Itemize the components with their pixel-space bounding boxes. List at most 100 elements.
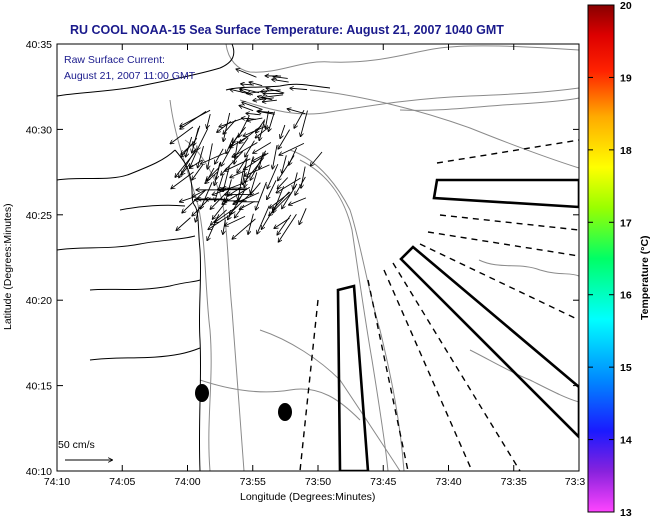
current-vector	[223, 112, 231, 141]
x-tick-label: 73:35	[501, 476, 527, 488]
current-vector	[210, 187, 232, 209]
current-vector	[268, 111, 275, 132]
y-tick-label: 40:30	[26, 124, 52, 136]
current-vector	[223, 119, 236, 134]
current-vector	[265, 110, 269, 128]
current-vector	[198, 145, 204, 167]
current-vector	[294, 109, 305, 128]
current-vector	[278, 129, 291, 149]
current-vector	[190, 148, 199, 167]
x-axis: 74:10 74:05 74:00 73:55 73:50 73:45 73:40 73:35…	[44, 44, 586, 488]
current-vector	[276, 177, 301, 193]
y-tick-label: 40:20	[26, 295, 52, 307]
current-vector	[282, 183, 298, 209]
current-vector	[261, 205, 276, 229]
current-vector	[171, 171, 194, 189]
colorbar-tick-label: 17	[620, 217, 632, 229]
x-tick-label: 74:00	[174, 476, 200, 488]
colorbar-gradient	[587, 4, 615, 513]
current-vector	[263, 100, 277, 102]
current-vector	[223, 219, 226, 234]
current-vector	[277, 177, 289, 189]
buoy-marker	[278, 403, 292, 421]
current-vector	[230, 170, 245, 178]
y-tick-label: 40:15	[26, 381, 52, 393]
current-vector	[247, 117, 263, 121]
current-vector	[280, 124, 286, 138]
colorbar-tick-label: 13	[620, 507, 632, 518]
current-vector	[257, 205, 270, 234]
colorbar-tick-label: 16	[620, 290, 632, 302]
current-vector	[273, 77, 288, 79]
current-vector	[272, 79, 289, 83]
x-tick-label: 74:10	[44, 476, 70, 488]
current-vector	[301, 110, 308, 137]
current-vector	[261, 94, 284, 98]
current-vector	[237, 158, 247, 172]
current-vector	[278, 155, 295, 181]
current-vector	[207, 114, 211, 128]
current-vector	[282, 155, 287, 173]
y-tick-label: 40:35	[26, 39, 52, 51]
current-vector	[250, 182, 261, 195]
current-vector	[258, 111, 275, 115]
buoy-marker	[195, 384, 209, 402]
current-vector	[192, 189, 206, 197]
current-vector	[215, 205, 238, 222]
x-tick-label: 73:3	[565, 476, 586, 488]
current-vector	[242, 102, 263, 110]
radar-radials	[299, 139, 579, 471]
current-vector	[206, 167, 220, 180]
current-vector	[176, 217, 191, 231]
x-tick-label: 73:40	[435, 476, 461, 488]
current-vector	[180, 196, 196, 202]
scale-label: 50 cm/s	[58, 439, 95, 451]
current-vector	[216, 163, 221, 179]
current-vector	[256, 181, 267, 210]
current-vector	[252, 153, 267, 161]
current-vector	[225, 215, 246, 225]
current-vector	[217, 121, 232, 133]
colorbar-tick-label: 19	[620, 72, 632, 84]
current-vector	[207, 143, 213, 169]
x-axis-label: Longitude (Degrees:Minutes)	[240, 491, 375, 503]
current-vector	[278, 214, 297, 242]
annotation-line2: August 21, 2007 11:00 GMT	[64, 70, 196, 82]
annotation-line1: Raw Surface Current:	[64, 54, 165, 66]
y-axis-label: Latitude (Degrees:Minutes)	[2, 203, 14, 330]
current-vector	[201, 182, 213, 208]
x-tick-label: 73:55	[240, 476, 266, 488]
current-vector	[249, 82, 263, 87]
current-vector	[192, 127, 199, 153]
current-vector	[215, 148, 224, 164]
current-vector	[239, 125, 262, 143]
current-vector	[311, 151, 323, 166]
current-vector	[273, 186, 285, 213]
y-tick-label: 40:25	[26, 210, 52, 222]
current-vector	[245, 140, 255, 157]
y-tick-label: 40:10	[26, 466, 52, 478]
current-vector	[230, 193, 251, 214]
current-vector	[236, 69, 257, 78]
current-vector	[267, 163, 279, 188]
current-vector	[230, 89, 249, 94]
current-vector	[277, 214, 292, 235]
current-vector	[270, 191, 291, 208]
current-vectors	[170, 69, 323, 242]
coastline	[57, 44, 331, 471]
current-vector	[253, 142, 272, 154]
x-tick-label: 73:50	[305, 476, 331, 488]
current-vector	[186, 136, 193, 157]
current-vector	[267, 180, 277, 199]
current-vector	[232, 142, 258, 156]
current-vector	[205, 171, 218, 183]
current-vector	[246, 113, 261, 114]
colorbar-tick-label: 15	[620, 362, 632, 374]
current-vector	[266, 88, 285, 94]
chart-title: RU COOL NOAA-15 Sea Surface Temperature:…	[70, 23, 504, 37]
current-vector	[170, 126, 194, 144]
y-axis: 40:35 40:30 40:25 40:20 40:15 40:10	[26, 39, 579, 478]
current-vector	[219, 117, 243, 126]
current-vector	[290, 88, 308, 89]
radar-boxes	[336, 178, 579, 471]
